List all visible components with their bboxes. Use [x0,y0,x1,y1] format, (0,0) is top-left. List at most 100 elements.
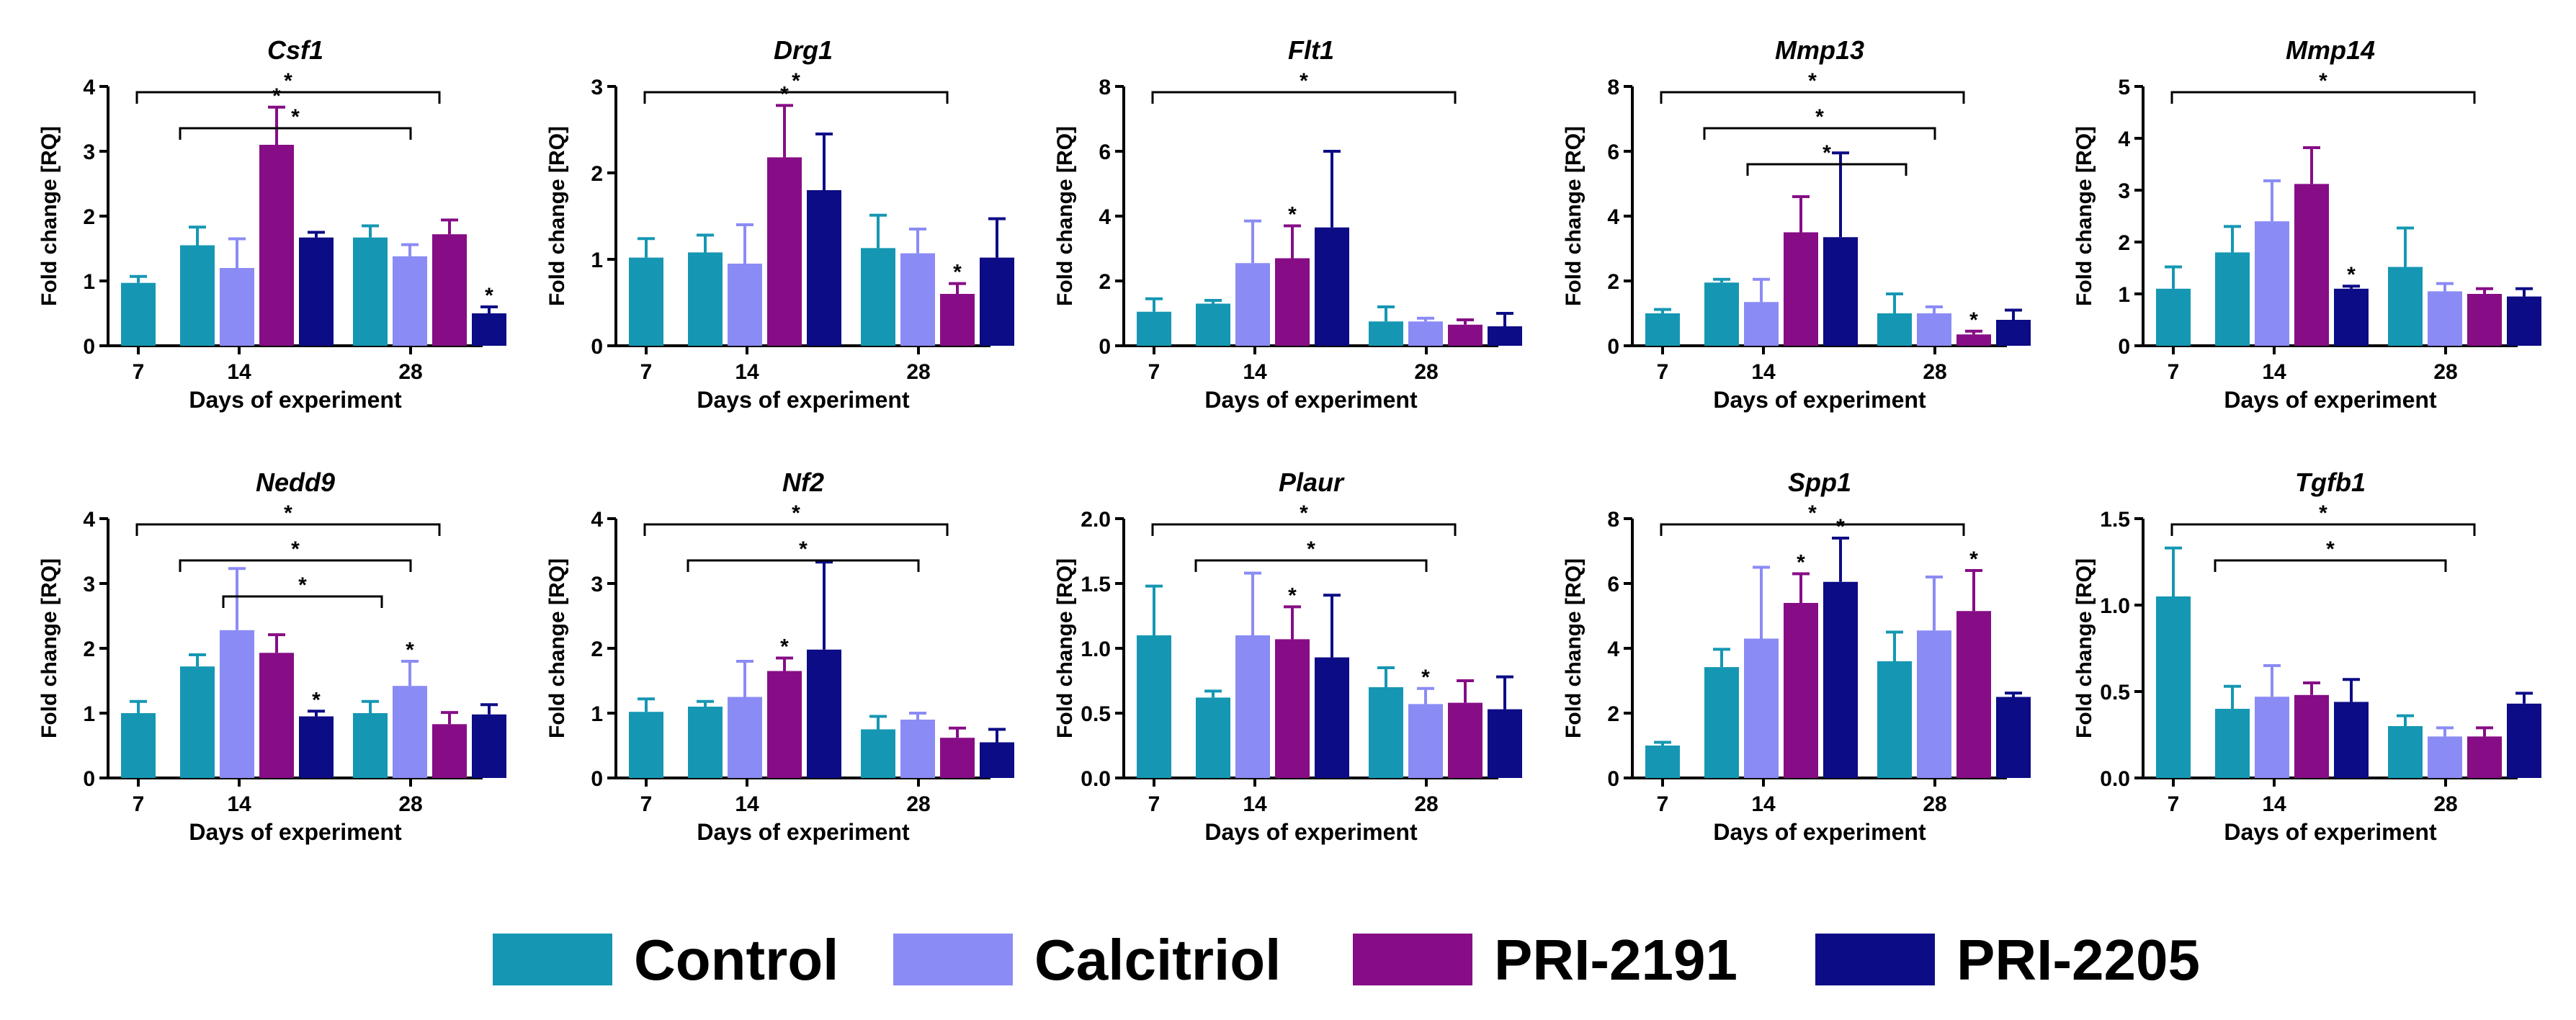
y-tick-label: 0 [83,335,95,359]
x-tick-label: 28 [1414,360,1438,384]
bar-control-day-7 [2156,596,2191,778]
panel-plaur: Plaur 0.0 0.5 1.0 1.5 2.0 Fold change [RQ] 7 14 2… [1053,468,1522,845]
x-tick-label: 14 [735,792,759,816]
y-tick-label: 1 [591,702,603,726]
significance-bracket [2170,523,2476,536]
bracket-star: * [1300,501,1308,525]
y-tick-label: 8 [1607,76,1619,99]
significance-bracket [643,91,949,104]
bar-calcitriol-day-28 [1408,321,1443,346]
y-tick-label: 5 [2118,76,2130,99]
y-tick-label: 2.0 [1081,508,1111,532]
bar-calcitriol-day-28 [900,720,935,778]
bracket-star: * [792,69,800,93]
bar-pri-2205-day-28 [2507,703,2541,778]
x-tick-label: 28 [1923,792,1946,816]
bar-pri-2205-day-14 [807,190,841,346]
panel-title: Nedd9 [256,468,335,497]
bar-pri-2191-day-14 [2294,184,2329,346]
y-tick-label: 4 [591,508,603,532]
bracket-star: * [2319,69,2327,93]
bar-pri-2191-day-28 [940,738,975,778]
legend-label-control: Control [634,928,839,992]
significance-star: * [272,84,281,108]
bracket-star: * [1808,69,1817,93]
panel-drg1: Drg1 0 1 2 3 Fold change [RQ] 7 14 28 Days of exp… [545,35,1014,413]
bar-pri-2205-day-14 [1315,657,1349,778]
bar-control-day-7 [629,712,663,778]
bar-pri-2205-day-28 [1488,326,1522,346]
bar-pri-2191-day-28 [940,294,975,346]
bar-control-day-7 [1137,311,1171,346]
x-tick-label: 7 [133,792,145,816]
y-tick-label: 0.5 [1081,702,1111,726]
y-tick-label: 0.0 [2100,767,2130,791]
bar-pri-2205-day-28 [1996,697,2031,778]
x-tick-label: 14 [735,360,759,384]
panel-title: Plaur [1279,468,1345,497]
bar-control-day-14 [1196,697,1230,778]
x-tick-label: 28 [906,792,930,816]
y-axis-label: Fold change [RQ] [1053,126,1077,306]
bar-pri-2191-day-14 [1784,232,1818,346]
bar-control-day-28 [353,713,388,778]
x-axis-label: Days of experiment [697,819,910,845]
bar-calcitriol-day-28 [1917,313,1951,346]
bar-pri-2191-day-14 [1275,639,1310,778]
y-tick-label: 0 [1099,335,1111,359]
panel-spp1: Spp1 0 2 4 6 8 Fold change [RQ] 7 14 28 Days of ex… [1562,468,2031,845]
bar-calcitriol-day-14 [1235,263,1270,346]
bar-control-day-14 [688,252,723,346]
y-axis-label: Fold change [RQ] [1562,126,1586,306]
bar-pri-2191-day-14 [259,653,294,778]
significance-star: * [953,261,962,285]
bar-pri-2205-day-14 [1315,227,1349,346]
y-axis-label: Fold change [RQ] [545,126,569,306]
legend-swatch-pri-2191 [1353,934,1472,985]
y-tick-label: 6 [1099,140,1111,164]
significance-bracket [2170,91,2476,104]
bar-pri-2191-day-28 [1448,702,1482,778]
panel-csf1: Csf1 0 1 2 3 4 Fold change [RQ] 7 14 28 Days of ex… [37,35,506,413]
x-tick-label: 14 [1243,792,1267,816]
y-tick-label: 0 [591,767,603,791]
bar-pri-2191-day-14 [767,157,802,346]
legend-label-pri-2191: PRI-2191 [1494,928,1738,992]
y-axis-label: Fold change [RQ] [1562,558,1586,738]
bar-calcitriol-day-14 [1235,635,1270,778]
significance-bracket [135,523,441,536]
y-tick-label: 2 [591,162,603,186]
significance-bracket [687,559,920,572]
x-tick-label: 7 [1657,360,1669,384]
y-tick-label: 2 [2118,231,2130,255]
y-axis-label: Fold change [RQ] [545,558,569,738]
bar-control-day-7 [1645,313,1680,346]
bar-control-day-14 [688,707,723,778]
x-tick-label: 28 [398,792,422,816]
significance-star: * [2347,263,2356,287]
panel-mmp13: Mmp13 0 2 4 6 8 Fold change [RQ] 7 14 28 Days of e… [1562,35,2031,413]
y-tick-label: 8 [1099,76,1111,99]
y-tick-label: 0.5 [2100,681,2130,704]
legend-swatch-calcitriol [893,934,1013,985]
panel-title: Flt1 [1288,35,1334,65]
bar-pri-2191-day-14 [259,145,294,346]
y-tick-label: 3 [83,140,95,164]
significance-star: * [780,635,789,659]
bar-pri-2205-day-14 [2334,702,2369,778]
bar-control-day-28 [861,729,895,778]
significance-star: * [1288,203,1297,227]
significance-bracket [1151,91,1457,104]
y-tick-label: 3 [83,573,95,596]
x-tick-label: 14 [1243,360,1267,384]
significance-bracket [1194,559,1428,572]
y-tick-label: 1.5 [2100,508,2130,532]
significance-bracket [1660,523,1965,536]
bar-calcitriol-day-28 [393,686,427,778]
bar-calcitriol-day-14 [220,268,254,346]
y-tick-label: 1.0 [1081,638,1111,661]
bar-control-day-28 [2388,267,2423,346]
bar-pri-2191-day-28 [1956,334,1991,346]
bar-calcitriol-day-14 [728,697,762,778]
bar-control-day-28 [1369,687,1403,778]
